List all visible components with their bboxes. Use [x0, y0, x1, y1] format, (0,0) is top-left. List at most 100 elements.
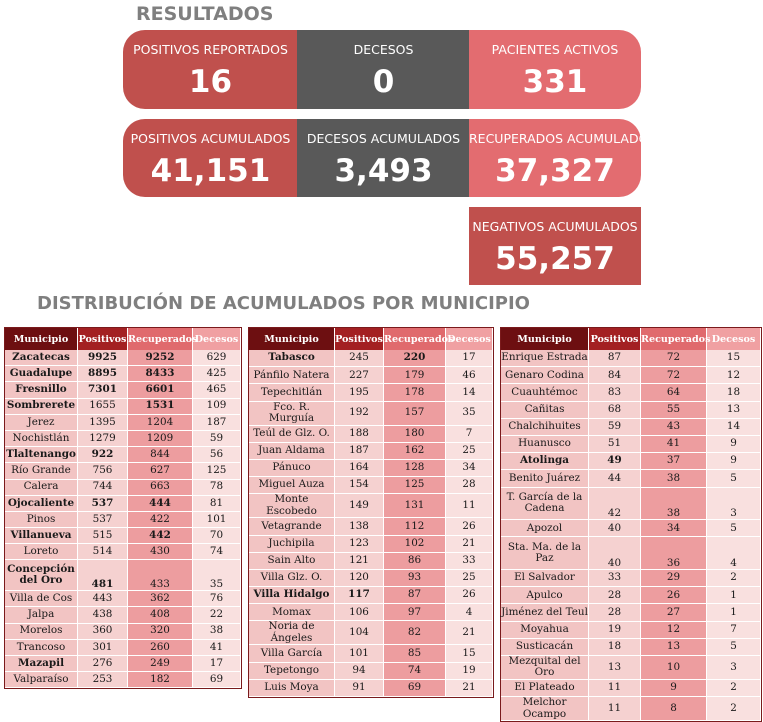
municipio-cell: Vetagrande	[249, 518, 335, 536]
recuperados-cell: 179	[384, 367, 446, 385]
positivos-cell: 120	[335, 569, 384, 588]
positivos-cell: 138	[335, 518, 384, 536]
decesos-cell: 425	[193, 366, 241, 383]
recuperados-cell: 74	[384, 662, 446, 680]
municipio-cell: Villa García	[249, 645, 335, 663]
table-row: Ojocaliente 537 444 81	[5, 495, 241, 512]
municipio-cell: El Plateado	[501, 679, 589, 698]
recuperados-cell: 102	[384, 535, 446, 553]
table-row: Guadalupe 8895 8433 425	[5, 366, 241, 383]
positivos-cell: 101	[335, 645, 384, 663]
header-decesos: Decesos	[193, 328, 241, 350]
header-decesos: Decesos	[707, 328, 761, 350]
municipio-cell: Jerez	[5, 414, 78, 431]
table-row: Valparaíso 253 182 69	[5, 672, 241, 689]
table-row: Juan Aldama 187 162 25	[249, 442, 493, 460]
municipio-cell: Villa de Cos	[5, 591, 78, 608]
decesos-cell: 4	[446, 604, 493, 622]
decesos-cell: 7	[707, 621, 761, 639]
positivos-cell: 360	[78, 623, 128, 640]
positivos-cell: 68	[589, 401, 641, 419]
municipio-cell: Apulco	[501, 587, 589, 605]
decesos-cell: 78	[193, 479, 241, 496]
recuperados-cell: 627	[128, 463, 193, 480]
table-row: Enrique Estrada 87 72 15	[501, 350, 761, 368]
positivos-cell: 18	[589, 638, 641, 656]
recuperados-cell: 442	[128, 528, 193, 545]
recuperados-cell: 6601	[128, 382, 193, 399]
decesos-cell: 35	[446, 401, 493, 426]
table-row: Loreto 514 430 74	[5, 544, 241, 561]
table-row: Tabasco 245 220 17	[249, 350, 493, 368]
recuperados-cell: 82	[384, 621, 446, 646]
municipio-cell: Concepción del Oro	[5, 560, 78, 592]
decesos-cell: 74	[193, 544, 241, 561]
recuperados-cell: 362	[128, 591, 193, 608]
table-row: Momax 106 97 4	[249, 604, 493, 622]
table-row: Susticacán 18 13 5	[501, 638, 761, 656]
positivos-cell: 537	[78, 511, 128, 529]
municipio-cell: Monte Escobedo	[249, 494, 335, 519]
positivos-cell: 42	[589, 487, 641, 521]
recuperados-cell: 125	[384, 477, 446, 495]
decesos-cell: 14	[446, 384, 493, 402]
municipio-cell: Melchor Ocampo	[501, 696, 589, 722]
positivos-cell: 301	[78, 639, 128, 656]
recuperados-cell: 37	[641, 453, 707, 471]
recuperados-cell: 128	[384, 459, 446, 478]
card-value: 55,257	[495, 241, 615, 277]
positivos-cell: 276	[78, 655, 128, 673]
decesos-cell: 21	[446, 535, 493, 553]
recuperados-cell: 64	[641, 384, 707, 402]
card-label: POSITIVOS ACUMULADOS	[130, 131, 291, 146]
municipio-cell: Huanusco	[501, 435, 589, 454]
card-label: PACIENTES ACTIVOS	[491, 42, 619, 57]
positivos-cell: 104	[335, 621, 384, 646]
decesos-cell: 2	[707, 697, 761, 722]
positivos-cell: 7301	[78, 382, 128, 399]
table-row: Sombrerete 1655 1531 109	[5, 398, 241, 415]
positivos-cell: 83	[589, 384, 641, 402]
decesos-cell: 11	[446, 494, 493, 519]
positivos-cell: 40	[589, 537, 641, 571]
municipio-cell: Juchipila	[249, 535, 335, 553]
municipio-cell: Mezquital del Oro	[501, 655, 589, 680]
table-row: Chalchihuites 59 43 14	[501, 418, 761, 436]
decesos-cell: 5	[707, 470, 761, 488]
recuperados-cell: 97	[384, 604, 446, 622]
recuperados-cell: 55	[641, 401, 707, 419]
recuperados-cell: 157	[384, 401, 446, 426]
card-label: POSITIVOS REPORTADOS	[133, 42, 288, 57]
municipio-cell: Villanueva	[5, 528, 78, 545]
table-row: Vetagrande 138 112 26	[249, 518, 493, 536]
decesos-cell: 70	[193, 528, 241, 545]
decesos-cell: 21	[446, 679, 493, 697]
decesos-cell: 26	[446, 518, 493, 536]
recuperados-cell: 93	[384, 569, 446, 588]
positivos-cell: 515	[78, 528, 128, 545]
recuperados-cell: 29	[641, 570, 707, 588]
recuperados-cell: 422	[128, 511, 193, 529]
recuperados-cell: 26	[641, 587, 707, 605]
decesos-cell: 125	[193, 463, 241, 480]
municipio-cell: Nochistlán	[5, 430, 78, 448]
card-positivos-reportados: POSITIVOS REPORTADOS 16	[123, 30, 298, 109]
recuperados-cell: 69	[384, 679, 446, 697]
municipio-cell: Villa Glz. O.	[249, 569, 335, 588]
recuperados-cell: 85	[384, 645, 446, 663]
table-row: Tepechitlán 195 178 14	[249, 384, 493, 402]
positivos-cell: 13	[589, 655, 641, 680]
table-row: Pinos 537 422 101	[5, 511, 241, 529]
table-row: Villa de Cos 443 362 76	[5, 591, 241, 608]
table-row: El Plateado 11 9 2	[501, 679, 761, 698]
municipio-cell: Miguel Auza	[249, 477, 335, 495]
decesos-cell: 25	[446, 569, 493, 588]
recuperados-cell: 408	[128, 607, 193, 624]
positivos-cell: 117	[335, 587, 384, 605]
decesos-cell: 3	[707, 487, 761, 521]
card-label: DECESOS ACUMULADOS	[306, 131, 461, 146]
table-row: Melchor Ocampo 11 8 2	[501, 696, 761, 722]
positivos-cell: 8895	[78, 366, 128, 383]
recuperados-cell: 320	[128, 623, 193, 640]
table-row: Jalpa 438 408 22	[5, 607, 241, 624]
